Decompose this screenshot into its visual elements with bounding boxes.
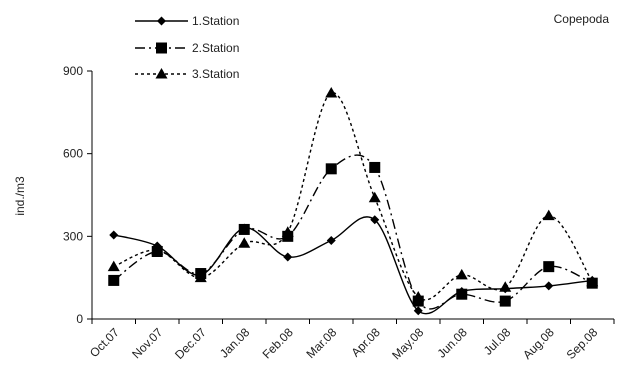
series-1 xyxy=(109,215,597,316)
data-point xyxy=(455,268,468,280)
legend: 1.Station 2.Station 3.Station xyxy=(135,14,239,81)
x-tick-label: May.08 xyxy=(389,325,426,362)
chart-title: Copepoda xyxy=(554,12,610,26)
data-point xyxy=(586,275,599,287)
x-tick-label: Mar.08 xyxy=(304,325,340,361)
y-tick-label: 900 xyxy=(63,64,83,78)
data-point xyxy=(543,261,555,273)
data-point xyxy=(499,281,512,292)
y-axis-title: ind./m3 xyxy=(13,176,27,216)
y-tick-label: 0 xyxy=(76,312,83,326)
data-point xyxy=(544,281,554,291)
data-point xyxy=(238,237,251,248)
data-point xyxy=(369,161,381,173)
x-tick-label: Oct.07 xyxy=(87,325,122,360)
legend-label: 3.Station xyxy=(192,67,239,81)
data-point xyxy=(456,288,468,300)
data-point xyxy=(107,260,120,272)
legend-label: 2.Station xyxy=(192,41,239,55)
series-layer xyxy=(107,87,599,316)
axes: 0 300 600 900 Oct.07 Nov.07 Dec.07 Jan.08 Feb.08… xyxy=(63,64,615,362)
legend-marker xyxy=(157,16,166,26)
data-point xyxy=(281,226,294,237)
data-point xyxy=(368,191,381,203)
data-point xyxy=(109,230,119,240)
series-3 xyxy=(107,87,599,302)
legend-label: 1.Station xyxy=(192,14,239,28)
x-tick-label: Jun.08 xyxy=(434,325,470,361)
data-point xyxy=(325,163,337,175)
x-tick-label: Aug.08 xyxy=(520,325,557,362)
series-line xyxy=(113,154,593,310)
y-tick-label: 600 xyxy=(63,147,83,161)
series-line xyxy=(113,216,593,315)
legend-item: 2.Station xyxy=(135,41,239,55)
x-tick-label: Sep.08 xyxy=(564,325,601,362)
y-tick-label: 300 xyxy=(63,229,83,243)
series-2 xyxy=(108,154,598,310)
data-point xyxy=(325,87,338,98)
data-point xyxy=(413,306,423,316)
data-point xyxy=(151,244,164,255)
x-tick-label: Dec.07 xyxy=(172,325,209,362)
data-point xyxy=(542,209,555,221)
legend-item: 1.Station xyxy=(135,14,239,28)
x-tick-label: Nov.07 xyxy=(129,325,165,361)
data-point xyxy=(412,290,425,302)
x-tick-label: Jul.08 xyxy=(481,325,514,358)
data-point xyxy=(238,223,250,235)
data-point xyxy=(283,252,293,262)
x-tick-label: Feb.08 xyxy=(260,325,297,362)
data-point xyxy=(326,235,336,245)
x-tick-label: Apr.08 xyxy=(348,325,383,360)
legend-marker xyxy=(155,68,168,79)
series-line xyxy=(113,92,593,301)
x-tick-label: Jan.08 xyxy=(217,325,253,361)
data-point xyxy=(108,274,120,286)
legend-marker xyxy=(156,42,167,54)
data-point xyxy=(370,215,380,225)
legend-item: 3.Station xyxy=(135,67,239,81)
data-point xyxy=(499,295,511,307)
data-point xyxy=(194,271,207,283)
